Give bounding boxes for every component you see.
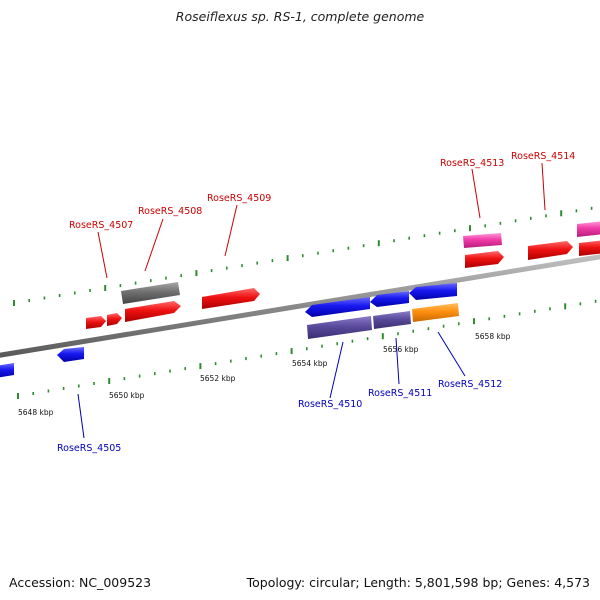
gene-arrow[interactable]: [577, 221, 600, 237]
gene-label[interactable]: RoseRS_4509: [207, 193, 271, 204]
gene-arrow[interactable]: [465, 251, 504, 268]
genome-backbone: [0, 254, 600, 358]
kbp-label: 5648 kbp: [18, 408, 54, 417]
gene-arrow[interactable]: [202, 288, 260, 309]
genome-title: Roseiflexus sp. RS-1, complete genome: [175, 9, 425, 24]
topology-summary: Topology: circular; Length: 5,801,598 bp…: [246, 575, 590, 590]
gene-label[interactable]: RoseRS_4513: [440, 158, 504, 169]
gene-arrow[interactable]: [57, 347, 84, 362]
gene-arrow[interactable]: [125, 301, 181, 322]
gene-arrow[interactable]: [121, 282, 180, 304]
gene-arrow[interactable]: [305, 297, 370, 317]
reverse-scale-ticks: [17, 299, 597, 399]
reverse-genes: [0, 283, 459, 378]
gene-arrow[interactable]: [463, 233, 502, 248]
gene-arrow[interactable]: [528, 241, 573, 260]
forward-genes: [86, 221, 600, 329]
gene-label[interactable]: RoseRS_4512: [438, 379, 502, 390]
kbp-label: 5654 kbp: [292, 359, 328, 368]
gene-arrow[interactable]: [307, 316, 372, 339]
gene-arrow[interactable]: [373, 311, 411, 329]
label-leaders: [77, 162, 546, 439]
kbp-label: 5652 kbp: [200, 374, 236, 383]
gene-label[interactable]: RoseRS_4510: [298, 399, 362, 410]
gene-arrow[interactable]: [86, 316, 106, 329]
forward-scale-ticks: [13, 206, 593, 306]
gene-arrow[interactable]: [409, 283, 457, 300]
kbp-label: 5658 kbp: [475, 332, 511, 341]
gene-arrow[interactable]: [107, 313, 122, 326]
accession-text: Accession: NC_009523: [9, 575, 152, 590]
gene-arrow[interactable]: [0, 363, 14, 378]
gene-arrow[interactable]: [412, 303, 459, 322]
kbp-label: 5656 kbp: [383, 345, 419, 354]
gene-arrow[interactable]: [579, 240, 600, 256]
gene-label[interactable]: RoseRS_4511: [368, 388, 432, 399]
kbp-label: 5650 kbp: [109, 391, 145, 400]
gene-arrow[interactable]: [370, 291, 409, 307]
gene-label[interactable]: RoseRS_4505: [57, 443, 121, 454]
gene-label[interactable]: RoseRS_4507: [69, 220, 133, 231]
gene-label[interactable]: RoseRS_4514: [511, 151, 575, 162]
gene-label[interactable]: RoseRS_4508: [138, 206, 202, 217]
